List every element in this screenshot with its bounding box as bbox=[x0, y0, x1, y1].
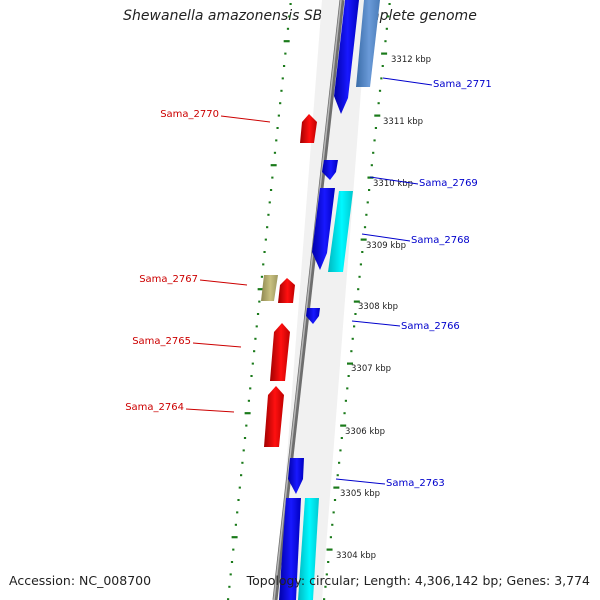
gene-sama-2771-rna[interactable] bbox=[356, 0, 380, 87]
gene-sama-2767-pseudo[interactable] bbox=[261, 275, 278, 301]
svg-text:Sama_2768: Sama_2768 bbox=[411, 235, 470, 246]
svg-text:Sama_2769: Sama_2769 bbox=[419, 178, 478, 189]
kbp-label-3310: 3310 kbp bbox=[373, 179, 413, 189]
label-sama-2770[interactable]: Sama_2770 bbox=[160, 109, 271, 123]
gene-sama-2768-rna[interactable] bbox=[328, 191, 353, 272]
svg-text:Sama_2770: Sama_2770 bbox=[160, 109, 219, 120]
label-sama-2771[interactable]: Sama_2771 bbox=[382, 77, 492, 90]
gene-sama-2766[interactable] bbox=[306, 308, 320, 324]
svg-text:Sama_2767: Sama_2767 bbox=[139, 274, 198, 285]
gene-sama-2769[interactable] bbox=[322, 160, 338, 180]
map-title: Shewanella amazonensis SB2B, complete ge… bbox=[123, 8, 477, 24]
gene-blue-bottom[interactable] bbox=[279, 498, 301, 600]
right-tick-track bbox=[322, 3, 391, 600]
gene-sama-2770[interactable] bbox=[300, 114, 317, 143]
svg-text:Sama_2765: Sama_2765 bbox=[132, 336, 191, 347]
svg-text:Sama_2766: Sama_2766 bbox=[401, 321, 460, 332]
left-tick-track bbox=[226, 3, 292, 600]
svg-text:Sama_2763: Sama_2763 bbox=[386, 478, 445, 489]
label-sama-2769[interactable]: Sama_2769 bbox=[369, 176, 478, 189]
accession-text: Accession: NC_008700 bbox=[9, 573, 152, 588]
kbp-label-3306: 3306 kbp bbox=[345, 427, 385, 437]
gene-sama-2767[interactable] bbox=[278, 278, 295, 303]
kbp-label-3308: 3308 kbp bbox=[358, 302, 398, 312]
label-sama-2765[interactable]: Sama_2765 bbox=[132, 336, 242, 348]
kbp-label-3311: 3311 kbp bbox=[383, 117, 423, 127]
genome-summary-text: Topology: circular; Length: 4,306,142 bp… bbox=[246, 573, 590, 588]
kbp-label-3307: 3307 kbp bbox=[351, 364, 391, 374]
gene-sama-2768-blue[interactable] bbox=[312, 188, 335, 270]
gene-sama-2771-blue[interactable] bbox=[334, 0, 359, 114]
kbp-label-3304: 3304 kbp bbox=[336, 551, 376, 561]
svg-text:Sama_2771: Sama_2771 bbox=[433, 79, 492, 90]
label-sama-2763[interactable]: Sama_2763 bbox=[335, 478, 445, 489]
label-sama-2766[interactable]: Sama_2766 bbox=[351, 320, 460, 332]
gene-sama-2763[interactable] bbox=[288, 458, 304, 494]
kbp-label-3305: 3305 kbp bbox=[340, 489, 380, 499]
kbp-label-3309: 3309 kbp bbox=[366, 241, 406, 251]
label-sama-2764[interactable]: Sama_2764 bbox=[125, 402, 235, 413]
svg-text:Sama_2764: Sama_2764 bbox=[125, 402, 184, 413]
gene-cyan-bottom[interactable] bbox=[298, 498, 319, 600]
label-sama-2768[interactable]: Sama_2768 bbox=[361, 233, 470, 246]
gene-track-band bbox=[276, 0, 368, 600]
kbp-label-3312: 3312 kbp bbox=[391, 55, 431, 65]
label-sama-2767[interactable]: Sama_2767 bbox=[139, 274, 248, 286]
gene-sama-2764[interactable] bbox=[264, 386, 284, 447]
gene-sama-2765[interactable] bbox=[270, 323, 290, 381]
